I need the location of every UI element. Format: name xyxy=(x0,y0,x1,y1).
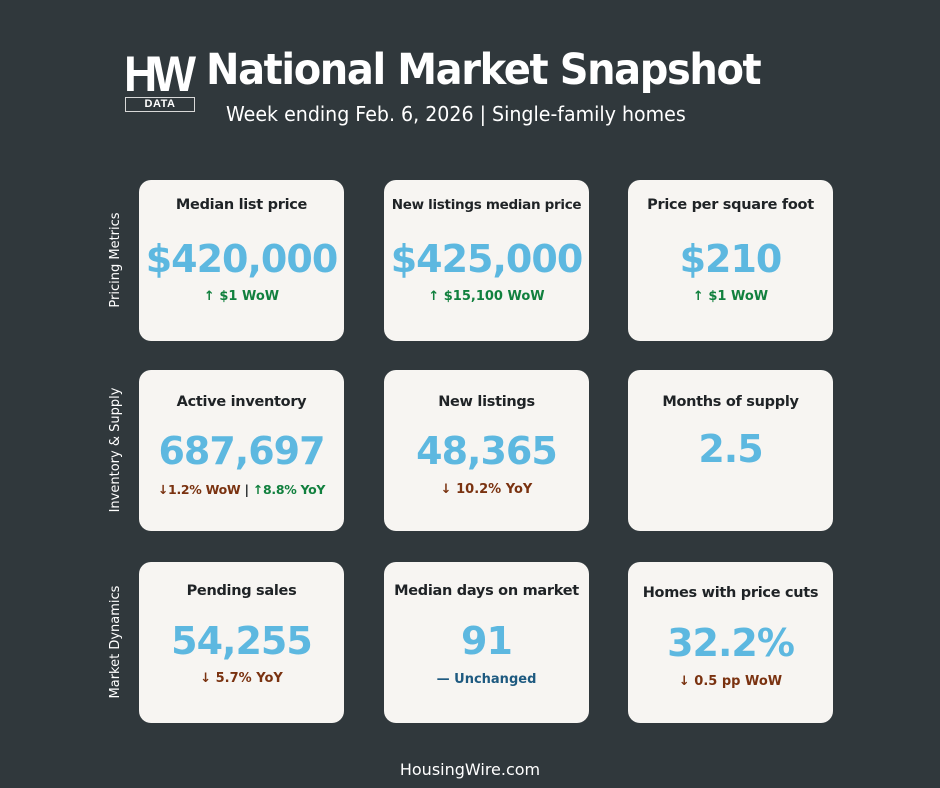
arrow-down-icon: ↓ xyxy=(200,671,212,686)
change-text: 8.8% YoY xyxy=(262,482,326,497)
change-text: 5.7% YoY xyxy=(215,671,283,686)
card-title: Pending sales xyxy=(186,583,297,599)
card-homes-with-price-cuts: Homes with price cuts 32.2% ↓ 0.5 pp WoW xyxy=(628,562,833,723)
card-new-listings: New listings 48,365 ↓ 10.2% YoY xyxy=(384,370,589,531)
change-text: 0.5 pp WoW xyxy=(694,674,783,689)
card-value: 687,697 xyxy=(158,429,325,473)
arrow-up-icon: ↑ xyxy=(692,289,704,304)
section-label-inventory: Inventory & Supply xyxy=(108,387,123,513)
arrow-up-icon: ↑ xyxy=(428,289,440,304)
logo-sub: DATA xyxy=(125,97,195,112)
card-change: — Unchanged xyxy=(384,671,589,689)
change-text: $1 WoW xyxy=(219,289,280,304)
card-change: ↓ 10.2% YoY xyxy=(384,481,589,499)
card-change: ↓1.2% WoW | ↑8.8% YoY xyxy=(139,481,344,499)
arrow-down-icon: ↓ xyxy=(678,674,690,689)
card-change: ↑ $1 WoW xyxy=(628,288,833,306)
arrow-down-icon: ↓ xyxy=(440,482,452,497)
arrow-up-icon: ↑ xyxy=(203,289,215,304)
card-new-listings-median-price: New listings median price $425,000 ↑ $15… xyxy=(384,180,589,341)
card-title: Homes with price cuts xyxy=(642,585,819,601)
logo-mark: HW xyxy=(124,46,196,102)
card-title: New listings xyxy=(438,394,535,410)
card-change: ↓ 5.7% YoY xyxy=(139,670,344,688)
card-value: 54,255 xyxy=(171,619,313,663)
card-value: $420,000 xyxy=(145,237,339,281)
card-active-inventory: Active inventory 687,697 ↓1.2% WoW | ↑8.… xyxy=(139,370,344,531)
card-value: 2.5 xyxy=(698,427,763,471)
change-text: Unchanged xyxy=(454,672,537,687)
arrow-up-icon: ↑ xyxy=(252,482,263,497)
card-title: Months of supply xyxy=(662,394,799,410)
card-value: 91 xyxy=(461,619,513,663)
card-title: Active inventory xyxy=(176,394,307,410)
section-label-dynamics: Market Dynamics xyxy=(108,585,123,699)
dash-icon: — xyxy=(436,672,450,687)
card-title: Price per square foot xyxy=(647,197,814,213)
change-text: $1 WoW xyxy=(708,289,769,304)
card-median-list-price: Median list price $420,000 ↑ $1 WoW xyxy=(139,180,344,341)
change-text: $15,100 WoW xyxy=(443,289,545,304)
card-change: ↑ $15,100 WoW xyxy=(384,288,589,306)
change-text: 1.2% WoW xyxy=(168,482,241,497)
card-median-days-on-market: Median days on market 91 — Unchanged xyxy=(384,562,589,723)
card-months-of-supply: Months of supply 2.5 xyxy=(628,370,833,531)
footer-site-link[interactable]: HousingWire.com xyxy=(399,760,541,779)
hw-data-logo: HW DATA xyxy=(124,46,200,112)
card-value: 32.2% xyxy=(667,621,795,665)
card-price-per-square-foot: Price per square foot $210 ↑ $1 WoW xyxy=(628,180,833,341)
page-subtitle: Week ending Feb. 6, 2026 | Single-family… xyxy=(226,102,686,126)
card-value: $425,000 xyxy=(390,237,584,281)
card-change: ↓ 0.5 pp WoW xyxy=(628,673,833,691)
page-title: National Market Snapshot xyxy=(206,45,762,95)
card-title: Median days on market xyxy=(394,583,579,599)
arrow-down-icon: ↓ xyxy=(157,482,169,497)
card-value: $210 xyxy=(679,237,783,281)
card-title: New listings median price xyxy=(391,197,582,213)
card-value: 48,365 xyxy=(416,429,558,473)
section-label-pricing: Pricing Metrics xyxy=(108,212,123,308)
card-title: Median list price xyxy=(175,197,308,213)
card-pending-sales: Pending sales 54,255 ↓ 5.7% YoY xyxy=(139,562,344,723)
change-separator: | xyxy=(244,482,249,497)
header: HW DATA National Market Snapshot Week en… xyxy=(0,0,940,140)
change-text: 10.2% YoY xyxy=(456,482,533,497)
card-change: ↑ $1 WoW xyxy=(139,288,344,306)
